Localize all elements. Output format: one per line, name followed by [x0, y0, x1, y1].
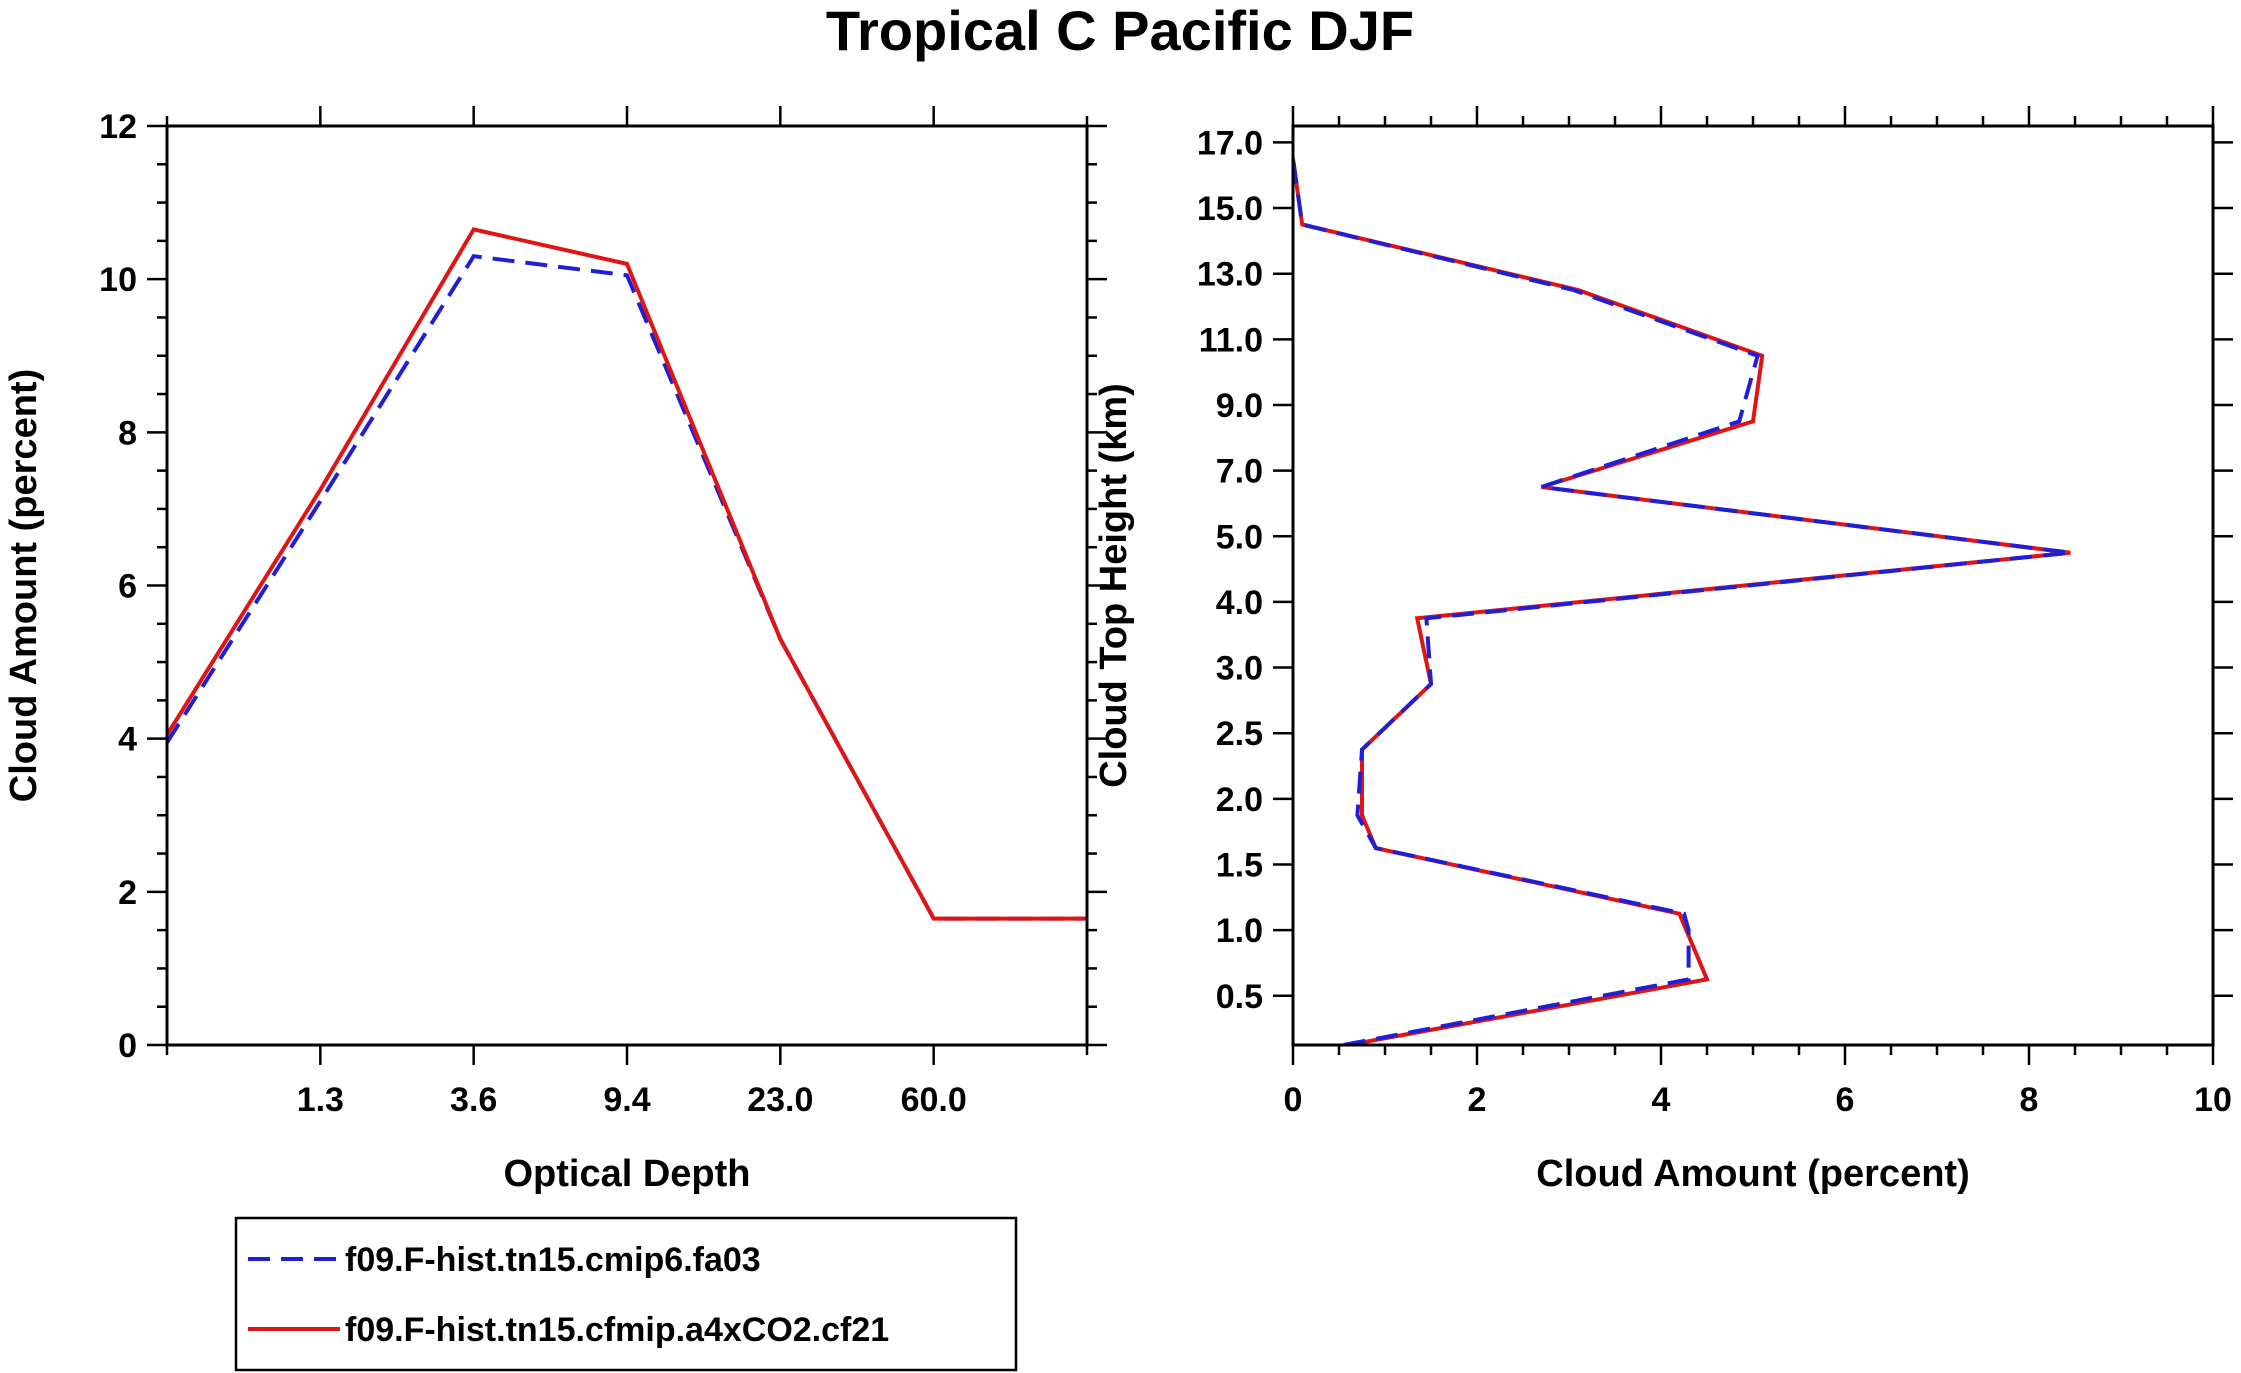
- right-ytick-label: 15.0: [1197, 190, 1263, 228]
- right-series-line-2: [1293, 158, 2071, 1045]
- figure-title: Tropical C Pacific DJF: [826, 0, 1414, 62]
- right-ytick-label: 1.5: [1216, 846, 1263, 884]
- left-xtick-label: 3.6: [450, 1081, 497, 1119]
- right-xtick-label: 10: [2194, 1081, 2232, 1119]
- right-ytick-label: 0.5: [1216, 978, 1263, 1016]
- legend-box: [234, 1216, 1018, 1372]
- right-x-axis-label: Cloud Amount (percent): [1536, 1153, 1969, 1195]
- right-xtick-label: 0: [1284, 1081, 1303, 1119]
- right-ytick-label: 2.0: [1216, 781, 1263, 819]
- left-xtick-label: 23.0: [747, 1081, 813, 1119]
- legend-label-series1: f09.F-hist.tn15.cmip6.fa03: [345, 1241, 761, 1279]
- left-y-axis-label: Cloud Amount (percent): [3, 369, 45, 802]
- right-ytick-label: 3.0: [1216, 650, 1263, 688]
- right-ytick-label: 5.0: [1216, 518, 1263, 556]
- right-ytick-label: 7.0: [1216, 453, 1263, 491]
- left-ytick-label: 12: [99, 108, 137, 146]
- right-series-group: [1293, 158, 2071, 1045]
- right-series-line-1: [1293, 158, 2071, 1045]
- right-chart: 0.5 1.0 1.5 2.0 2.5 3.0 4.0 5.0 7.0 9.0 11.0 13.0 15…: [1093, 106, 2233, 1195]
- left-x-axis-label: Optical Depth: [503, 1153, 750, 1195]
- left-xtick-label: 1.3: [297, 1081, 344, 1119]
- right-ytick-label: 1.0: [1216, 912, 1263, 950]
- right-ytick-label: 11.0: [1199, 321, 1263, 359]
- right-xtick-label: 8: [2020, 1081, 2039, 1119]
- right-ytick-label: 17.0: [1197, 124, 1263, 162]
- left-ytick-label: 4: [118, 721, 137, 759]
- left-series-line-1: [165, 254, 1087, 921]
- left-series-line-2: [165, 227, 1087, 921]
- right-ytick-label: 4.0: [1216, 584, 1263, 622]
- left-ytick-label: 2: [118, 874, 137, 912]
- left-ytick-label: 10: [99, 261, 137, 299]
- legend: f09.F-hist.tn15.cmip6.fa03 f09.F-hist.tn…: [234, 1216, 1018, 1372]
- right-xtick-label: 6: [1836, 1081, 1855, 1119]
- left-ytick-label: 0: [118, 1027, 137, 1065]
- right-xtick-label: 2: [1468, 1081, 1487, 1119]
- right-xtick-label: 4: [1652, 1081, 1671, 1119]
- right-y-axis-label: Cloud Top Height (km): [1093, 383, 1135, 788]
- right-ytick-label: 9.0: [1216, 387, 1263, 425]
- left-ytick-label: 8: [118, 414, 137, 452]
- left-chart: 0 2 4 6 8 10 12 1.3 3.6 9.4 23.0 60.0 Optical Depth C…: [3, 106, 1107, 1195]
- left-xtick-label: 60.0: [901, 1081, 967, 1119]
- right-ytick-label: 2.5: [1216, 715, 1263, 753]
- left-xtick-label: 9.4: [603, 1081, 650, 1119]
- right-ytick-label: 13.0: [1197, 256, 1263, 294]
- legend-label-series2: f09.F-hist.tn15.cfmip.a4xCO2.cf21: [345, 1311, 889, 1349]
- left-ytick-label: 6: [118, 568, 137, 606]
